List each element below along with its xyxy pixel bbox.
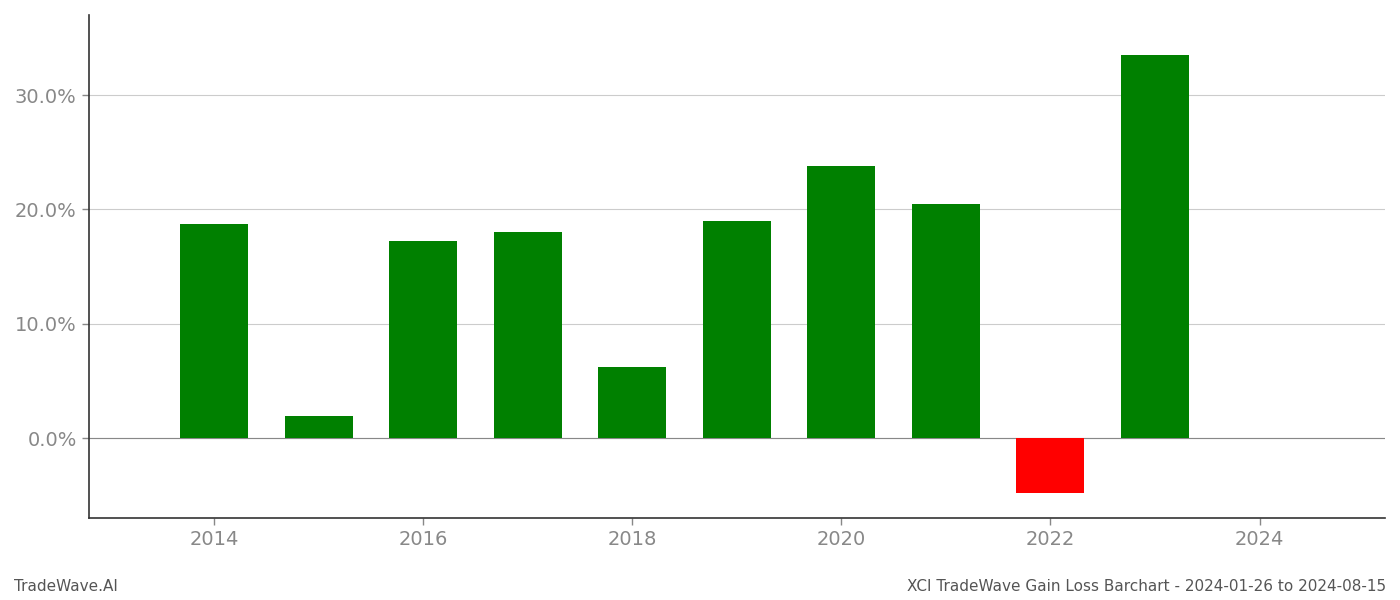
- Bar: [284, 416, 353, 438]
- Bar: [703, 221, 771, 438]
- Bar: [1121, 55, 1189, 438]
- Bar: [389, 241, 458, 438]
- Bar: [808, 166, 875, 438]
- Bar: [1016, 438, 1085, 493]
- Bar: [911, 203, 980, 438]
- Bar: [598, 367, 666, 438]
- Text: TradeWave.AI: TradeWave.AI: [14, 579, 118, 594]
- Text: XCI TradeWave Gain Loss Barchart - 2024-01-26 to 2024-08-15: XCI TradeWave Gain Loss Barchart - 2024-…: [907, 579, 1386, 594]
- Bar: [494, 232, 561, 438]
- Bar: [181, 224, 248, 438]
